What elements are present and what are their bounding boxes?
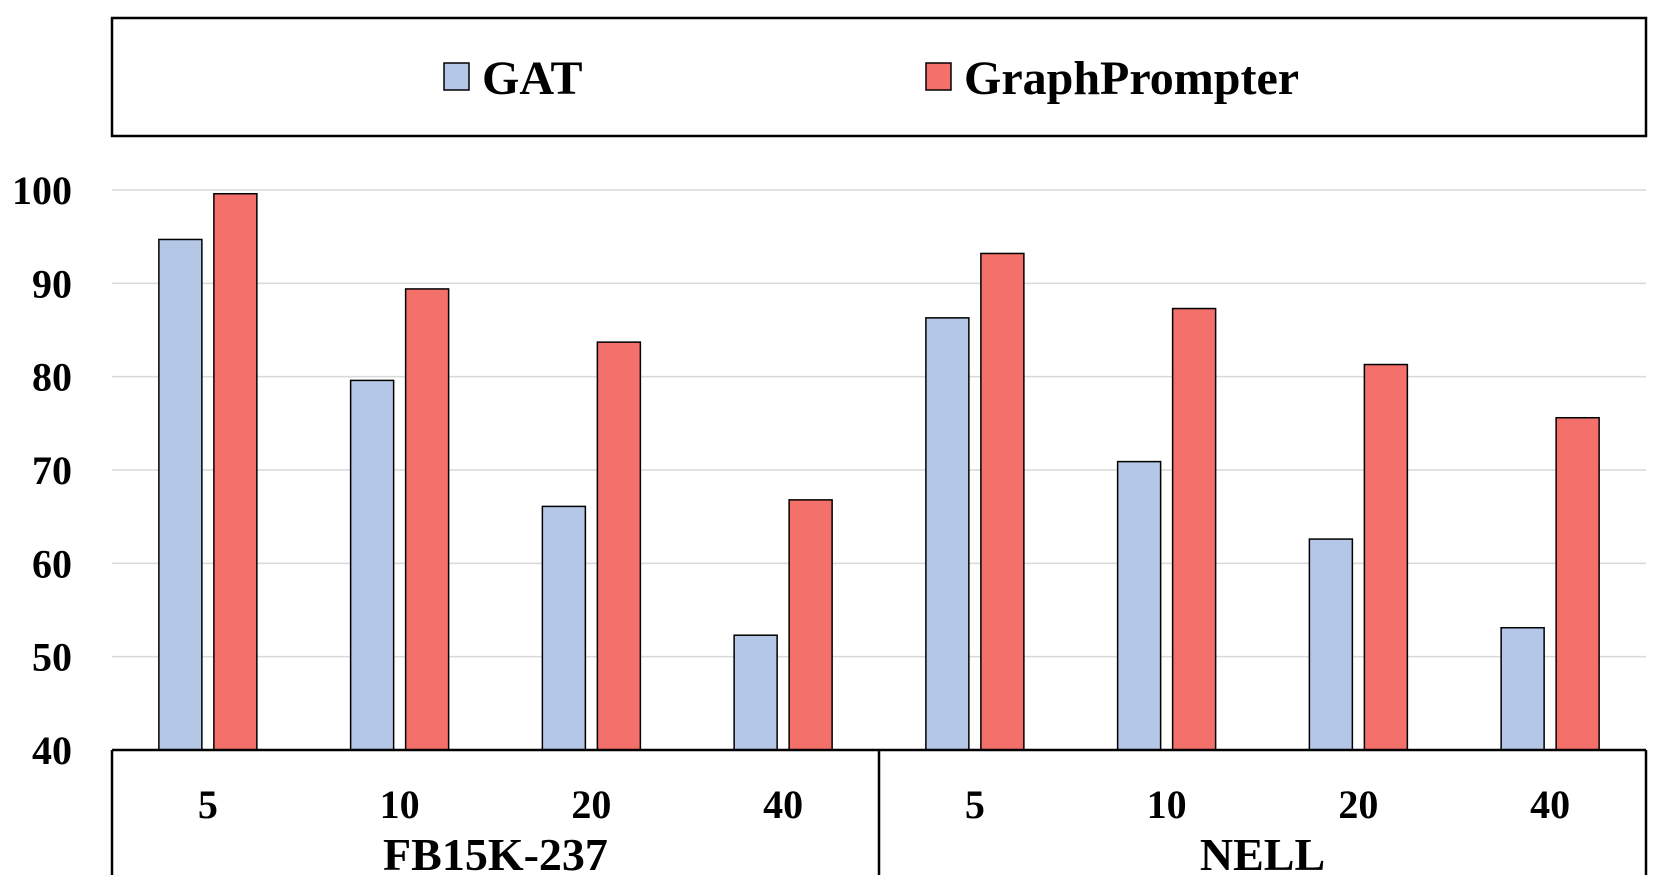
legend-swatch-graphprompter	[925, 62, 952, 91]
bar-graphprompter-fb15k-237-40	[788, 499, 833, 751]
legend-label-graphprompter: GraphPrompter	[964, 52, 1299, 105]
y-tick-label-80: 80	[32, 355, 72, 400]
y-axis-tick-labels: 40 50 60 70 80 90 100	[12, 168, 72, 773]
bar-gat-nell-10	[1116, 460, 1162, 751]
bar-gat-fb15k-237-20	[541, 505, 587, 751]
bar-graphprompter-nell-40	[1555, 416, 1600, 751]
y-tick-label-100: 100	[12, 168, 72, 213]
bar-graphprompter-fb15k-237-5	[213, 192, 258, 751]
bar-graphprompter-nell-10	[1171, 307, 1217, 751]
bar-graphprompter-nell-5	[980, 252, 1025, 751]
x-tick-label-fb15k-237-20: 20	[571, 782, 611, 827]
legend-box	[110, 16, 1648, 138]
x-tick-label-fb15k-237-10: 10	[380, 782, 420, 827]
x-tick-label-nell-20: 20	[1338, 782, 1378, 827]
gridlines	[112, 189, 1646, 658]
bar-gat-nell-5	[925, 317, 970, 751]
bar-graphprompter-nell-20	[1363, 363, 1409, 751]
group-label-fb15k-237: FB15K-237	[383, 829, 608, 880]
x-tick-label-nell-5: 5	[965, 782, 985, 827]
y-tick-label-50: 50	[32, 635, 72, 680]
x-tick-label-fb15k-237-5: 5	[198, 782, 218, 827]
y-tick-label-40: 40	[32, 728, 72, 773]
bar-graphprompter-fb15k-237-20	[596, 341, 642, 751]
legend: GAT GraphPrompter	[110, 16, 1648, 138]
x-tick-label-nell-40: 40	[1530, 782, 1570, 827]
x-axis-group-labels: FB15K-237 NELL	[383, 829, 1325, 880]
bar-gat-nell-20	[1308, 538, 1354, 751]
x-tick-label-fb15k-237-40: 40	[763, 782, 803, 827]
legend-label-gat: GAT	[482, 52, 582, 105]
bar-gat-fb15k-237-40	[733, 634, 778, 751]
bar-gat-nell-40	[1500, 626, 1545, 751]
x-tick-label-nell-10: 10	[1147, 782, 1187, 827]
y-tick-label-70: 70	[32, 448, 72, 493]
bar-gat-fb15k-237-5	[158, 238, 203, 751]
legend-swatch-gat	[443, 62, 470, 91]
group-label-nell: NELL	[1200, 829, 1325, 880]
bar-graphprompter-fb15k-237-10	[404, 288, 450, 751]
axes	[110, 748, 1648, 875]
y-tick-label-90: 90	[32, 261, 72, 306]
x-axis-tick-labels: 5 10 20 40 5 10 20 40	[198, 782, 1570, 827]
y-tick-label-60: 60	[32, 541, 72, 586]
bars	[158, 192, 1600, 751]
bar-gat-fb15k-237-10	[349, 379, 395, 751]
